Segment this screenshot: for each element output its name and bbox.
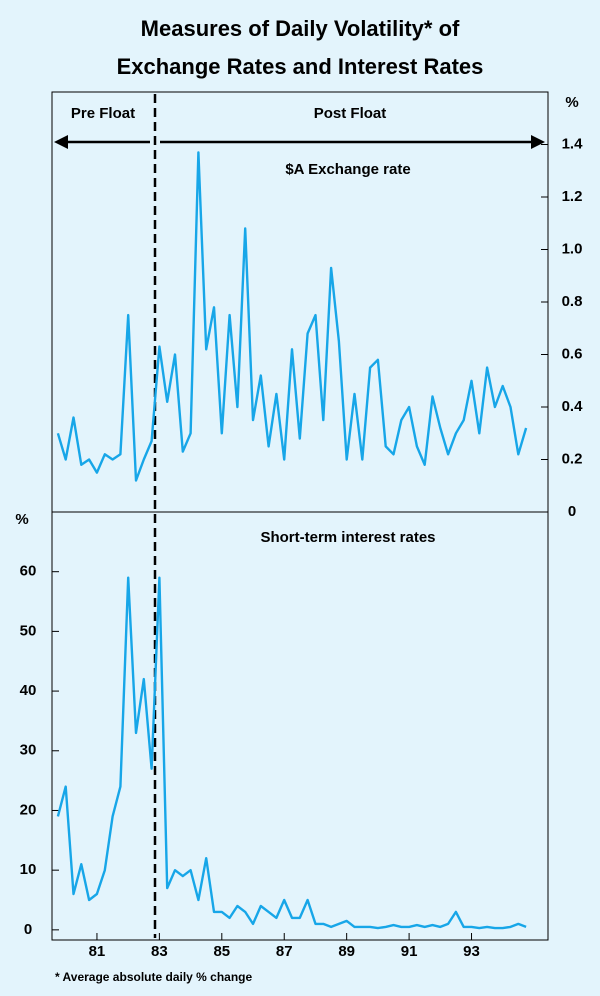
y-tick-label: 0.2: [562, 450, 583, 467]
panel-title: Short-term interest rates: [260, 529, 435, 546]
arrow-head: [531, 135, 545, 149]
x-tick-label: 91: [401, 943, 418, 960]
annotation: Pre Float: [71, 105, 135, 122]
y-tick-label: 1.2: [562, 188, 583, 205]
panel-title: $A Exchange rate: [285, 161, 410, 178]
data-line: [56, 151, 528, 482]
x-tick-label: 89: [338, 943, 355, 960]
x-tick-label: 93: [463, 943, 480, 960]
footnote: * Average absolute daily % change: [55, 970, 253, 984]
y-tick-label: 0.8: [562, 293, 583, 310]
y-unit: %: [15, 511, 28, 528]
x-tick-label: 81: [89, 943, 106, 960]
y-tick-label: 1.4: [562, 135, 584, 152]
y-tick-label: 0: [24, 921, 32, 938]
chart-title: Exchange Rates and Interest Rates: [117, 54, 484, 79]
x-tick-label: 83: [151, 943, 168, 960]
x-tick-label: 87: [276, 943, 293, 960]
y-tick-label: 1.0: [562, 240, 583, 257]
y-tick-label: 0.4: [562, 398, 584, 415]
frame: [51, 91, 549, 941]
y-tick-label: 10: [20, 861, 37, 878]
chart-title: Measures of Daily Volatility* of: [141, 16, 460, 41]
y-tick-label: 0.6: [562, 345, 583, 362]
annotation: Post Float: [314, 105, 387, 122]
y-tick-label: 30: [20, 742, 37, 759]
y-tick-label: 60: [20, 563, 37, 580]
data-line: [56, 576, 527, 930]
x-tick-label: 85: [213, 943, 230, 960]
y-tick-label: 0: [568, 503, 576, 520]
y-unit: %: [565, 94, 578, 111]
arrow-head: [54, 135, 68, 149]
y-tick-label: 40: [20, 682, 37, 699]
y-tick-label: 50: [20, 622, 37, 639]
y-tick-label: 20: [20, 801, 37, 818]
